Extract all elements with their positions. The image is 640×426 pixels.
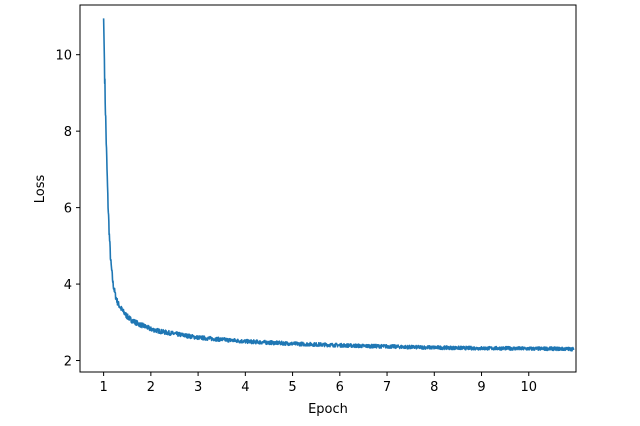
x-tick-label: 2 xyxy=(147,380,155,395)
x-tick-label: 10 xyxy=(520,380,537,395)
series-line-loss xyxy=(102,18,575,352)
y-axis-label: Loss xyxy=(33,175,48,204)
y-axis-ticks: 2 4 6 8 10 xyxy=(55,49,80,370)
y-tick-label: 2 xyxy=(64,355,72,370)
y-tick-label: 10 xyxy=(55,49,72,64)
x-tick-label: 1 xyxy=(99,380,107,395)
y-tick-label: 6 xyxy=(64,202,72,217)
x-tick-label: 4 xyxy=(241,380,249,395)
x-tick-label: 6 xyxy=(336,380,344,395)
plot-area xyxy=(79,4,577,373)
y-tick-label: 8 xyxy=(64,125,72,140)
x-tick-label: 3 xyxy=(194,380,202,395)
y-tick-label: 4 xyxy=(64,278,72,293)
x-tick-label: 7 xyxy=(383,380,391,395)
x-tick-label: 5 xyxy=(288,380,296,395)
x-tick-label: 9 xyxy=(477,380,485,395)
x-axis-ticks: 1 2 3 4 5 6 7 8 9 10 xyxy=(99,372,537,395)
x-axis-label: Epoch xyxy=(308,402,348,417)
x-tick-label: 8 xyxy=(430,380,438,395)
